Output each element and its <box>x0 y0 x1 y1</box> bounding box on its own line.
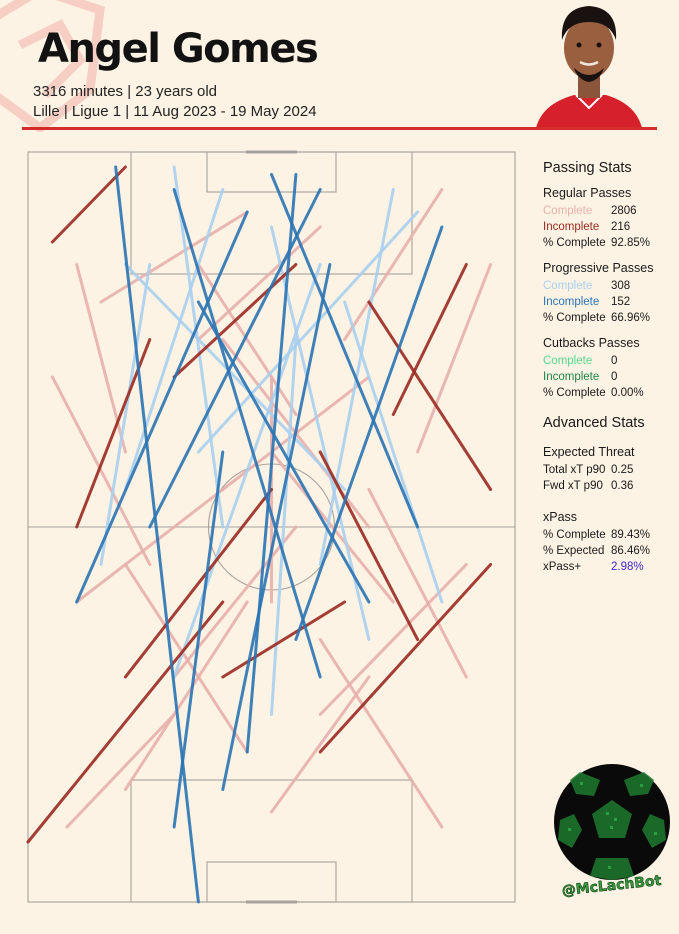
progressive-passes-incomplete-pass-5 <box>270 173 420 529</box>
regular-passes-incomplete-pass-8 <box>391 263 468 416</box>
xpass-plus-value: 2.98% <box>611 561 644 573</box>
xpass-complete-value: 89.43% <box>611 529 651 541</box>
regular-passes-complete-pass-4 <box>172 525 298 679</box>
xpass-complete-label: % Complete <box>543 529 606 541</box>
progressive-passes-incomplete-pass-1 <box>114 165 200 904</box>
pass-map <box>26 150 516 904</box>
regular-passes-incomplete-pass-9 <box>123 488 273 679</box>
progressive-incomplete-row: Incomplete 152 <box>543 294 673 310</box>
progressive-passes-incomplete-pass-3 <box>75 210 249 604</box>
progressive-passes-incomplete-pass-7 <box>148 188 322 529</box>
cutbacks-pct-row: % Complete 0.00% <box>543 385 673 401</box>
cutbacks-complete-label: Complete <box>543 355 593 367</box>
regular-complete-label: Complete <box>543 205 593 217</box>
regular-passes-incomplete-pass-6 <box>50 165 127 244</box>
fwd-xt-row: Fwd xT p90 0.36 <box>543 478 673 494</box>
progressive-complete-value: 308 <box>611 280 631 292</box>
total-xt-label: Total xT p90 <box>543 464 606 476</box>
progressive-passes-complete-pass-7 <box>270 338 298 716</box>
progressive-passes-incomplete-pass-6 <box>294 225 444 641</box>
regular-incomplete-value: 216 <box>611 221 631 233</box>
advanced-stats-heading: Advanced Stats <box>543 415 645 431</box>
regular-passes-complete-pass-5 <box>318 563 468 716</box>
regular-passes-complete-pass-11 <box>416 263 493 454</box>
regular-passes-complete-pass-2 <box>270 675 371 814</box>
regular-pct-label: % Complete <box>543 237 606 249</box>
regular-passes-heading: Regular Passes <box>543 186 632 200</box>
regular-complete-value: 2806 <box>611 205 637 217</box>
total-xt-row: Total xT p90 0.25 <box>543 462 673 478</box>
xpass-plus-row: xPass+ 2.98% <box>543 559 673 575</box>
cutbacks-complete-value: 0 <box>611 355 618 367</box>
progressive-complete-row: Complete 308 <box>543 278 673 294</box>
cutbacks-complete-row: Complete 0 <box>543 353 673 369</box>
progressive-passes-complete-pass-0 <box>123 188 225 491</box>
regular-pct-value: 92.85% <box>611 237 651 249</box>
team-league-dates-line: Lille | Ligue 1 | 11 Aug 2023 - 19 May 2… <box>33 103 317 120</box>
xpass-plus-label: xPass+ <box>543 561 582 573</box>
cutbacks-pct-label: % Complete <box>543 387 606 399</box>
progressive-passes-heading: Progressive Passes <box>543 261 654 275</box>
xpass-expected-row: % Expected 86.46% <box>543 543 673 559</box>
regular-incomplete-label: Incomplete <box>543 221 600 233</box>
regular-passes-incomplete-pass-1 <box>318 563 493 754</box>
pass-lines <box>26 165 493 904</box>
cutbacks-incomplete-row: Incomplete 0 <box>543 369 673 385</box>
header-divider <box>22 127 657 130</box>
progressive-pct-row: % Complete 66.96% <box>543 310 673 326</box>
progressive-passes-complete-pass-6 <box>343 300 444 604</box>
stats-panel: Passing Stats Regular Passes Complete 28… <box>543 160 673 575</box>
cutbacks-pct-value: 0.00% <box>611 387 644 399</box>
regular-passes-complete-pass-3 <box>318 638 444 829</box>
cutbacks-passes-heading: Cutbacks Passes <box>543 336 640 350</box>
regular-passes-complete-pass-17 <box>50 375 152 566</box>
cutbacks-incomplete-label: Incomplete <box>543 371 600 383</box>
regular-passes-complete-pass-6 <box>75 488 225 604</box>
xpass-heading: xPass <box>543 510 578 524</box>
progressive-complete-label: Complete <box>543 280 593 292</box>
club-crest-watermark <box>0 0 105 132</box>
xpass-expected-label: % Expected <box>543 545 605 557</box>
regular-passes-complete-pass-0 <box>65 713 176 829</box>
regular-passes-complete-pass-18 <box>367 488 468 679</box>
progressive-pct-value: 66.96% <box>611 312 651 324</box>
passing-stats-heading: Passing Stats <box>543 160 632 176</box>
progressive-passes-incomplete-pass-8 <box>196 300 371 604</box>
regular-passes-incomplete-pass-0 <box>26 600 225 844</box>
player-photo <box>536 6 642 128</box>
regular-passes-incomplete-pass-4 <box>172 263 298 379</box>
mclachbot-logo: @McLachBot <box>554 764 670 899</box>
xpass-expected-value: 86.46% <box>611 545 651 557</box>
progressive-incomplete-value: 152 <box>611 296 631 308</box>
progressive-passes-complete-pass-1 <box>172 165 225 529</box>
fwd-xt-value: 0.36 <box>611 480 634 492</box>
progressive-passes-incomplete-pass-2 <box>245 173 298 754</box>
cutbacks-incomplete-value: 0 <box>611 371 618 383</box>
progressive-passes-complete-pass-5 <box>99 263 152 566</box>
regular-passes-incomplete-pass-5 <box>367 300 493 491</box>
regular-passes-complete-pass-14 <box>99 210 249 304</box>
progressive-passes-complete-pass-9 <box>123 263 347 491</box>
regular-passes-complete-pass-13 <box>343 188 444 341</box>
total-xt-value: 0.25 <box>611 464 634 476</box>
regular-pct-row: % Complete 92.85% <box>543 235 673 251</box>
player-name: Angel Gomes <box>38 26 319 72</box>
progressive-passes-incomplete-pass-4 <box>172 188 322 679</box>
fwd-xt-label: Fwd xT p90 <box>543 480 603 492</box>
regular-incomplete-row: Incomplete 216 <box>543 219 673 235</box>
header: Angel Gomes 3316 minutes | 23 years old … <box>0 0 679 132</box>
progressive-incomplete-label: Incomplete <box>543 296 600 308</box>
progressive-pct-label: % Complete <box>543 312 606 324</box>
expected-threat-heading: Expected Threat <box>543 445 635 459</box>
progressive-passes-incomplete-pass-9 <box>221 263 332 791</box>
regular-passes-complete-pass-15 <box>123 563 249 754</box>
minutes-age-line: 3316 minutes | 23 years old <box>33 83 218 100</box>
progressive-passes-complete-pass-8 <box>196 210 420 454</box>
regular-passes-complete-pass-1 <box>123 600 249 791</box>
regular-passes-incomplete-pass-7 <box>221 600 347 679</box>
regular-passes-complete-pass-7 <box>270 450 395 604</box>
regular-passes-incomplete-pass-3 <box>318 450 420 641</box>
regular-complete-row: Complete 2806 <box>543 203 673 219</box>
xpass-complete-row: % Complete 89.43% <box>543 527 673 543</box>
